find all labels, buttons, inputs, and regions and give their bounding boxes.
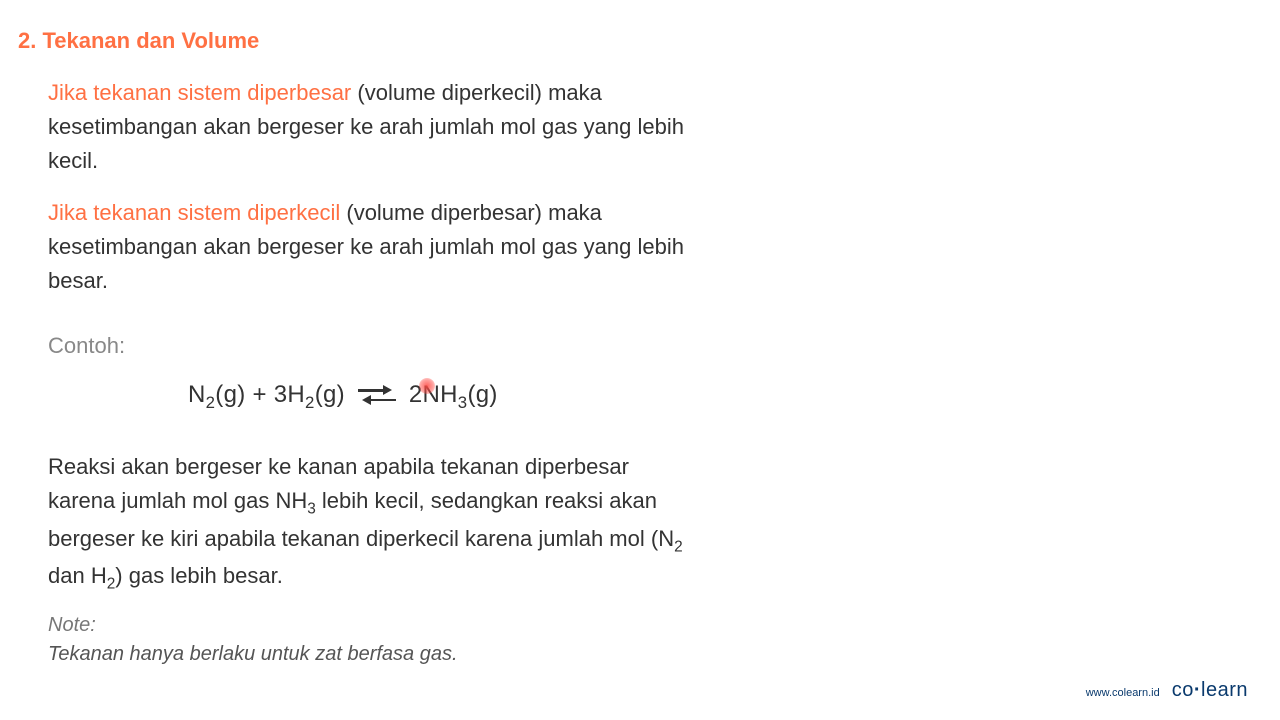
content-block: Jika tekanan sistem diperbesar (volume d… [48,76,698,666]
eq-lhs1-sub: 2 [206,392,216,411]
eq-rhs-n: N [423,381,441,408]
equation: N2(g) + 3H2(g) 2NH3(g) [188,381,698,413]
equilibrium-arrow-icon [358,387,396,403]
paragraph-2: Jika tekanan sistem diperkecil (volume d… [48,196,698,298]
para3-sub3: 2 [107,575,116,592]
note-text: Tekanan hanya berlaku untuk zat berfasa … [48,643,698,666]
eq-lhs1-state: (g) + 3H [215,381,305,408]
eq-lhs2-state: (g) [315,381,345,408]
footer-logo: co·learn [1172,679,1248,702]
para3-d: ) gas lebih besar. [115,563,283,588]
logo-dot: · [1194,679,1201,701]
para3-c: dan H [48,563,107,588]
footer-url: www.colearn.id [1086,687,1160,699]
para3-sub2: 2 [674,538,683,555]
section-title: 2. Tekanan dan Volume [18,28,1280,54]
paragraph-3: Reaksi akan bergeser ke kanan apabila te… [48,450,698,596]
logo-learn: learn [1201,679,1248,701]
eq-rhs-coef: 2 [409,381,423,408]
eq-lhs2-sub: 2 [305,392,315,411]
highlight-2: Jika tekanan sistem diperkecil [48,200,340,225]
eq-rhs-sym: H [440,381,458,408]
eq-lhs1: N [188,381,206,408]
para3-sub1: 3 [307,501,316,518]
eq-rhs-sub: 3 [458,392,468,411]
footer: www.colearn.id co·learn [1086,679,1248,702]
example-label: Contoh: [48,333,698,359]
pointer-dot-icon: N [423,381,441,409]
paragraph-1: Jika tekanan sistem diperbesar (volume d… [48,76,698,178]
eq-rhs-state: (g) [467,381,497,408]
logo-co: co [1172,679,1194,701]
note-label: Note: [48,614,698,637]
highlight-1: Jika tekanan sistem diperbesar [48,80,351,105]
